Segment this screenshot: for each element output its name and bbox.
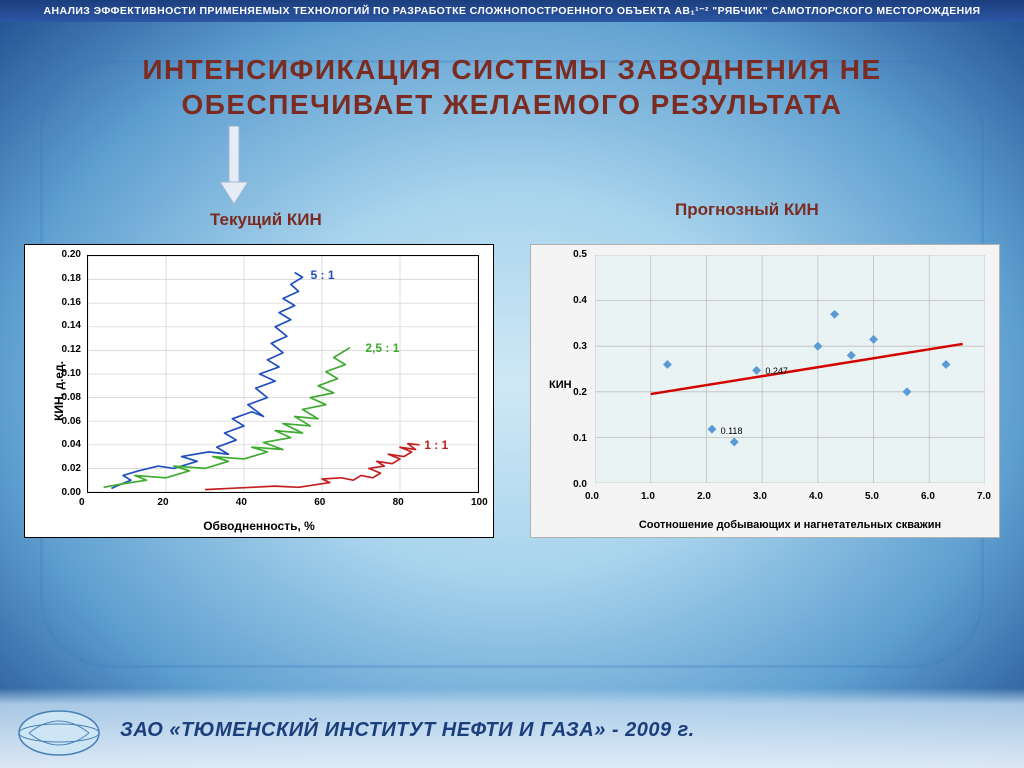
left-chart-svg bbox=[88, 256, 478, 492]
right-chart-xlabel: Соотношение добывающих и нагнетательных … bbox=[591, 519, 989, 531]
header-bar: АНАЛИЗ ЭФФЕКТИВНОСТИ ПРИМЕНЯЕМЫХ ТЕХНОЛО… bbox=[0, 0, 1024, 22]
right-plot-area: 0.1180.247 bbox=[595, 255, 985, 483]
left-plot-area: 5 : 1 2,5 : 1 1 : 1 bbox=[87, 255, 479, 493]
series-label-25-1: 2,5 : 1 bbox=[365, 341, 399, 355]
footer-text: ЗАО «ТЮМЕНСКИЙ ИНСТИТУТ НЕФТИ И ГАЗА» - … bbox=[120, 719, 984, 742]
right-chart-svg bbox=[595, 255, 985, 483]
main-heading: ИНТЕНСИФИКАЦИЯ СИСТЕМЫ ЗАВОДНЕНИЯ НЕ ОБЕ… bbox=[60, 52, 964, 122]
slide: АНАЛИЗ ЭФФЕКТИВНОСТИ ПРИМЕНЯЕМЫХ ТЕХНОЛО… bbox=[0, 0, 1024, 768]
right-chart-title: Прогнозный КИН bbox=[675, 200, 819, 220]
left-chart-title: Текущий КИН bbox=[210, 210, 322, 230]
footer-bar: ЗАО «ТЮМЕНСКИЙ ИНСТИТУТ НЕФТИ И ГАЗА» - … bbox=[0, 688, 1024, 768]
series-label-5-1: 5 : 1 bbox=[311, 268, 335, 282]
left-chart: КИН, д.ед. 5 : 1 2,5 : 1 1 : 1 0.000.020… bbox=[24, 244, 494, 538]
right-chart-ylabel: КИН bbox=[549, 379, 572, 391]
arrow-down-icon bbox=[220, 126, 248, 204]
series-label-1-1: 1 : 1 bbox=[424, 438, 448, 452]
right-chart: КИН 0.1180.247 0.00.10.20.30.40.5 0.01.0… bbox=[530, 244, 1000, 538]
left-chart-xlabel: Обводненность, % bbox=[25, 519, 493, 533]
logo-icon bbox=[14, 703, 104, 758]
header-text: АНАЛИЗ ЭФФЕКТИВНОСТИ ПРИМЕНЯЕМЫХ ТЕХНОЛО… bbox=[44, 5, 981, 17]
